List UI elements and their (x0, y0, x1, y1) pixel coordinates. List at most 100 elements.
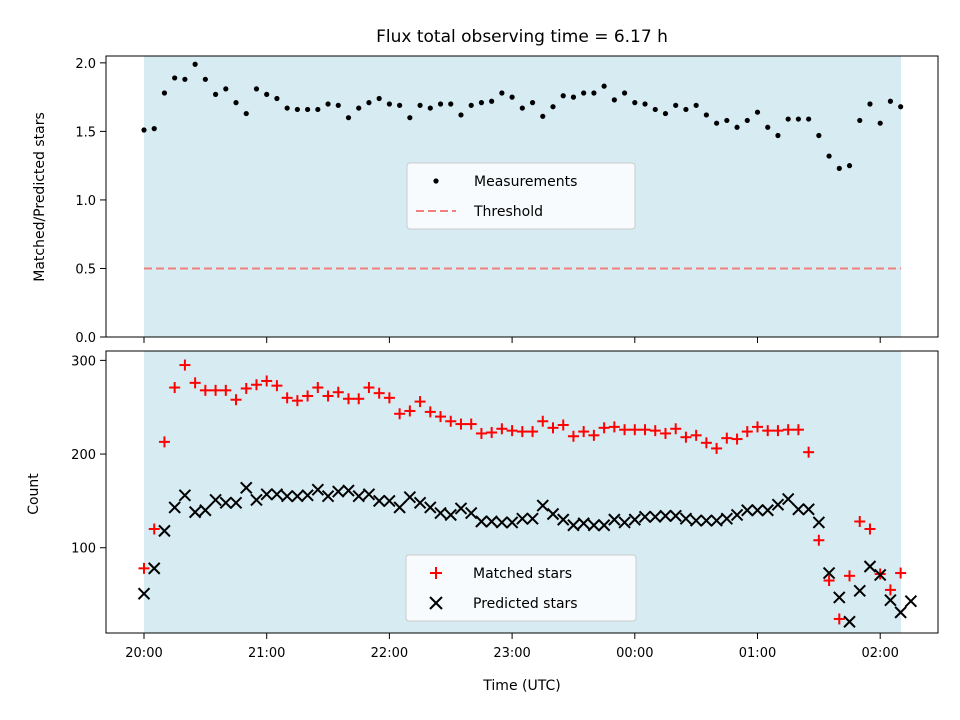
measurement-point (826, 153, 832, 159)
top-y-tick-label: 2.0 (75, 57, 96, 72)
x-diag-2 (649, 510, 662, 524)
predicted-star-point (802, 503, 815, 516)
matched-star-point (731, 433, 743, 445)
measurement-point (724, 117, 730, 124)
bottom-panel-frame (105, 350, 939, 634)
measurement-point (775, 132, 781, 139)
measurement-point (529, 100, 536, 106)
x-diag-2 (321, 490, 335, 503)
top-y-ticks: 0.0 0.5 1.0 1.5 2.0 (75, 57, 106, 346)
matched-star-point (578, 426, 590, 438)
matched-star-point (486, 427, 498, 439)
measurement-point (570, 94, 577, 100)
measurement-point (151, 126, 157, 132)
measurement-point (478, 100, 485, 106)
measurement-point (212, 91, 219, 97)
predicted-star-point (485, 515, 498, 528)
bottom-y-tick-label: 200 (71, 448, 96, 463)
matched-star-point (884, 584, 896, 596)
matched-star-point (741, 426, 753, 438)
predicted-star-point (199, 504, 212, 517)
bottom-legend-box (405, 554, 637, 622)
measurement-point (161, 90, 168, 96)
x-diag-2 (137, 587, 151, 600)
x-diag-2 (710, 514, 723, 527)
measurement-point (765, 124, 771, 130)
predicted-star-point (403, 490, 417, 504)
x-diag-2 (393, 501, 406, 514)
predicted-star-point (158, 524, 171, 538)
matched-star-point (670, 423, 682, 435)
measurement-point (315, 106, 321, 113)
predicted-star-point (597, 519, 611, 532)
x-diag-2 (505, 516, 519, 529)
measurement-point (662, 110, 669, 117)
x-diag-2 (812, 516, 826, 529)
x-diag-2 (209, 493, 222, 507)
measurement-point (734, 124, 740, 130)
predicted-star-point (833, 591, 846, 604)
x-diag-2 (608, 513, 621, 526)
matched-star-point (363, 382, 375, 394)
matched-star-point (465, 418, 477, 430)
x-diag-2 (250, 493, 263, 507)
matched-star-point (680, 431, 692, 443)
measurement-point (437, 101, 444, 107)
measurement-point (683, 106, 689, 113)
matched-star-point (649, 425, 661, 437)
x-diag-2 (260, 488, 273, 501)
bottom-y-ticks: 100 200 300 (71, 354, 106, 557)
measurement-point (795, 116, 802, 122)
predicted-star-point (270, 488, 284, 501)
predicted-star-point (321, 490, 335, 503)
matched-star-point (220, 384, 232, 396)
predicted-star-point (393, 501, 406, 514)
matched-star-point (844, 570, 856, 582)
x-diag-2 (148, 562, 161, 575)
predicted-star-point (628, 513, 642, 526)
predicted-star-point (280, 490, 294, 503)
measurement-point (243, 110, 249, 117)
measurement-point (857, 117, 863, 124)
matched-stars-series (138, 359, 907, 625)
predicted-star-point (516, 512, 529, 525)
matched-star-point (404, 405, 416, 417)
measurement-point (335, 102, 341, 108)
measurement-point (182, 76, 188, 82)
predicted-star-point (260, 488, 273, 501)
predicted-star-point (689, 514, 703, 527)
predicted-star-point (372, 494, 386, 508)
x-diag-2 (720, 512, 734, 525)
measurement-point (458, 112, 464, 118)
x-diag-2 (833, 591, 846, 604)
matched-star-point (598, 422, 610, 434)
bottom-y-axis-label: Count (26, 473, 42, 515)
measurement-point (345, 115, 352, 121)
x-tick-label: 00:00 (616, 646, 653, 661)
legend-matched-label: Matched stars (473, 566, 572, 582)
predicted-star-point (710, 514, 723, 527)
x-diag-2 (229, 496, 243, 509)
matched-star-point (895, 567, 907, 579)
measurement-point (632, 100, 638, 106)
matched-star-point (547, 422, 559, 434)
matched-star-point (854, 516, 866, 528)
x-diag-2 (781, 492, 795, 506)
measurement-point (560, 93, 566, 99)
measurement-point (305, 106, 311, 113)
x-diag-2 (516, 512, 529, 525)
x-diag-2 (863, 560, 877, 573)
measurements-series (141, 61, 904, 171)
x-diag-2 (730, 508, 744, 522)
measurement-point (141, 127, 147, 133)
x-diag-2 (557, 513, 570, 526)
measurement-point (509, 94, 515, 100)
x-diag-2 (413, 496, 427, 509)
predicted-star-point (761, 504, 774, 517)
measurement-point (867, 101, 873, 107)
predicted-star-point (434, 506, 447, 520)
top-legend-box (406, 162, 636, 230)
measurement-point (356, 105, 362, 111)
top-y-axis-label: Matched/Predicted stars (32, 112, 48, 282)
predicted-star-point (311, 483, 325, 496)
